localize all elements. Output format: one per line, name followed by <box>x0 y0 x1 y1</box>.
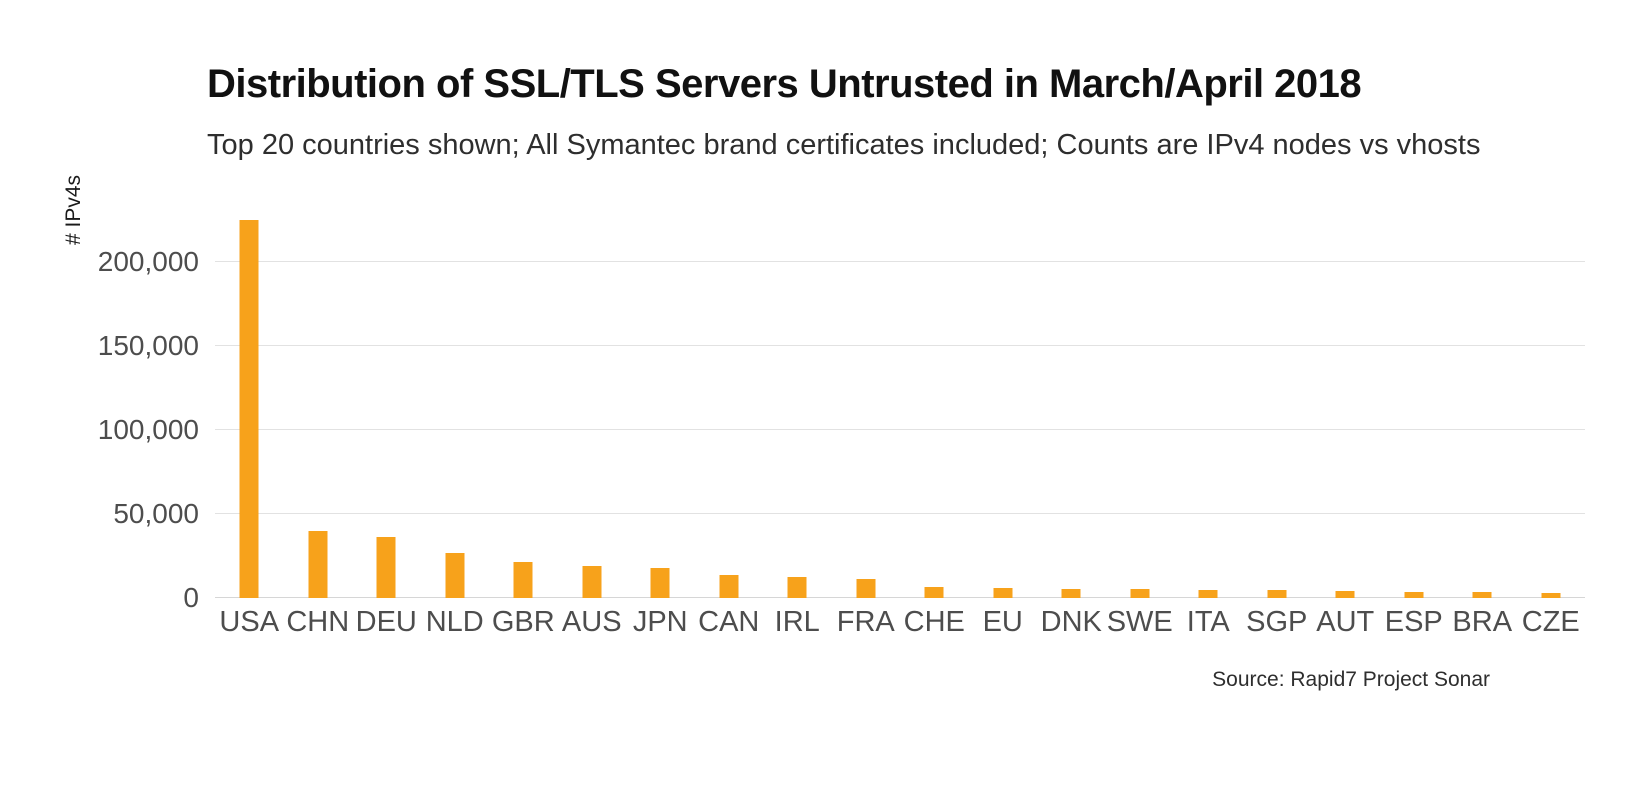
x-tick-label-aus: AUS <box>561 606 622 638</box>
bar-slot-esp <box>1380 208 1449 598</box>
chart-header: Distribution of SSL/TLS Servers Untruste… <box>207 62 1590 162</box>
bar-slot-che <box>900 208 969 598</box>
bar-chn <box>308 530 328 598</box>
x-tick-label-ita: ITA <box>1186 606 1230 638</box>
plot-area: 0 50,000 100,000 150,000 200,000 <box>98 208 1585 613</box>
bar-slot-jpn <box>626 208 695 598</box>
x-tick-label-chn: CHN <box>286 606 350 638</box>
x-tick-label-dnk: DNK <box>1040 606 1102 638</box>
bar-can <box>719 575 739 598</box>
source-note: Source: Rapid7 Project Sonar <box>1212 668 1490 691</box>
bar-eu <box>993 587 1013 598</box>
x-tick-label-esp: ESP <box>1384 606 1443 638</box>
bar-slot-eu <box>969 208 1038 598</box>
gridline-0 <box>215 597 1585 598</box>
x-tick-label-usa: USA <box>219 606 280 638</box>
bar-slot-fra <box>832 208 901 598</box>
bar-slot-aut <box>1311 208 1380 598</box>
y-tick-label: 50,000 <box>113 497 199 529</box>
bar-cze <box>1541 592 1561 598</box>
gridline-150000 <box>215 344 1585 346</box>
x-tick-label-sgp: SGP <box>1246 606 1308 638</box>
bar-series <box>215 208 1585 598</box>
x-tick-label-che: CHE <box>903 606 965 638</box>
x-tick-label-gbr: GBR <box>491 606 555 638</box>
y-tick-label: 100,000 <box>97 413 199 445</box>
y-tick-label: 200,000 <box>97 245 199 277</box>
bar-bra <box>1472 591 1492 598</box>
plot-canvas: 0 50,000 100,000 150,000 200,000 <box>98 208 1585 613</box>
bar-slot-swe <box>1106 208 1175 598</box>
chart-title: Distribution of SSL/TLS Servers Untruste… <box>207 62 1362 106</box>
x-tick-label-aut: AUT <box>1316 606 1375 638</box>
x-tick-label-fra: FRA <box>836 606 895 638</box>
bar-slot-nld <box>421 208 490 598</box>
bar-fra <box>856 578 876 598</box>
x-tick-label-jpn: JPN <box>632 606 688 638</box>
gridline-100000 <box>215 428 1585 430</box>
bar-slot-sgp <box>1243 208 1312 598</box>
x-tick-label-irl: IRL <box>774 606 820 638</box>
x-tick-label-can: CAN <box>698 606 760 638</box>
bar-aut <box>1335 590 1355 598</box>
bar-gbr <box>513 561 533 598</box>
bar-nld <box>445 553 465 598</box>
bar-sgp <box>1267 589 1287 598</box>
bar-slot-deu <box>352 208 421 598</box>
x-tick-label-bra: BRA <box>1452 606 1513 638</box>
gridline-200000 <box>215 260 1585 262</box>
bar-irl <box>787 577 807 598</box>
x-tick-label-nld: NLD <box>425 606 484 638</box>
bar-jpn <box>650 567 670 598</box>
bar-slot-bra <box>1448 208 1517 598</box>
y-axis-label: # IPv4s <box>62 174 85 245</box>
x-tick-label-swe: SWE <box>1106 606 1173 638</box>
bar-slot-can <box>695 208 764 598</box>
bar-swe <box>1130 589 1150 598</box>
bar-aus <box>582 566 602 598</box>
x-tick-label-cze: CZE <box>1521 606 1580 638</box>
gridline-50000 <box>215 512 1585 514</box>
x-axis-labels: USA CHN DEU NLD GBR AUS JPN CAN IRL FRA CHE EU DNK SW… <box>215 606 1585 639</box>
chart-subtitle: Top 20 countries shown; All Symantec bra… <box>207 129 1481 161</box>
bar-slot-ita <box>1174 208 1243 598</box>
bar-slot-dnk <box>1037 208 1106 598</box>
bar-slot-usa <box>215 208 284 598</box>
bar-slot-aus <box>558 208 627 598</box>
bar-che <box>924 587 944 598</box>
bar-deu <box>376 536 396 598</box>
bar-esp <box>1404 591 1424 598</box>
bar-slot-gbr <box>489 208 558 598</box>
x-tick-label-eu: EU <box>982 606 1023 638</box>
y-tick-label: 0 <box>183 582 199 613</box>
x-tick-label-deu: DEU <box>355 606 417 638</box>
bar-usa <box>239 219 259 598</box>
bar-slot-irl <box>763 208 832 598</box>
bar-slot-chn <box>284 208 353 598</box>
bar-dnk <box>1061 588 1081 598</box>
bar-slot-cze <box>1517 208 1586 598</box>
y-tick-label: 150,000 <box>97 329 199 361</box>
bar-ita <box>1198 589 1218 598</box>
